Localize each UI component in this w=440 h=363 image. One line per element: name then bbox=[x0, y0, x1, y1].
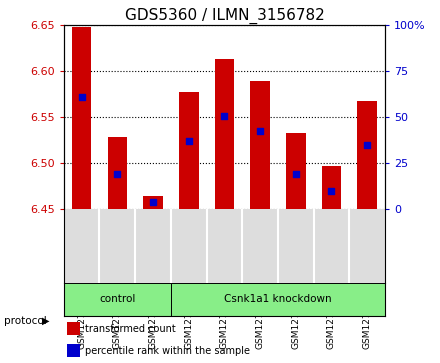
Bar bbox=[67, 322, 80, 335]
Bar bbox=[286, 133, 306, 209]
Point bbox=[257, 128, 264, 134]
Bar bbox=[322, 166, 341, 209]
Point bbox=[328, 188, 335, 193]
Point bbox=[221, 113, 228, 119]
Point bbox=[150, 199, 157, 205]
Point bbox=[78, 94, 85, 100]
Bar bbox=[250, 81, 270, 209]
Point bbox=[292, 171, 299, 177]
Bar bbox=[179, 91, 198, 209]
Text: percentile rank within the sample: percentile rank within the sample bbox=[84, 346, 249, 356]
Text: control: control bbox=[99, 294, 136, 304]
Text: protocol: protocol bbox=[4, 316, 47, 326]
Bar bbox=[64, 282, 171, 316]
Bar bbox=[72, 27, 92, 209]
Point bbox=[363, 142, 370, 148]
Bar bbox=[107, 138, 127, 209]
Bar bbox=[171, 282, 385, 316]
Point bbox=[185, 138, 192, 144]
Text: transformed count: transformed count bbox=[84, 324, 176, 334]
Title: GDS5360 / ILMN_3156782: GDS5360 / ILMN_3156782 bbox=[125, 8, 324, 24]
Text: Csnk1a1 knockdown: Csnk1a1 knockdown bbox=[224, 294, 332, 304]
Point bbox=[114, 171, 121, 177]
Bar bbox=[215, 60, 234, 209]
Bar bbox=[357, 101, 377, 209]
Text: ▶: ▶ bbox=[42, 316, 49, 326]
Bar bbox=[143, 196, 163, 209]
Bar bbox=[67, 344, 80, 357]
